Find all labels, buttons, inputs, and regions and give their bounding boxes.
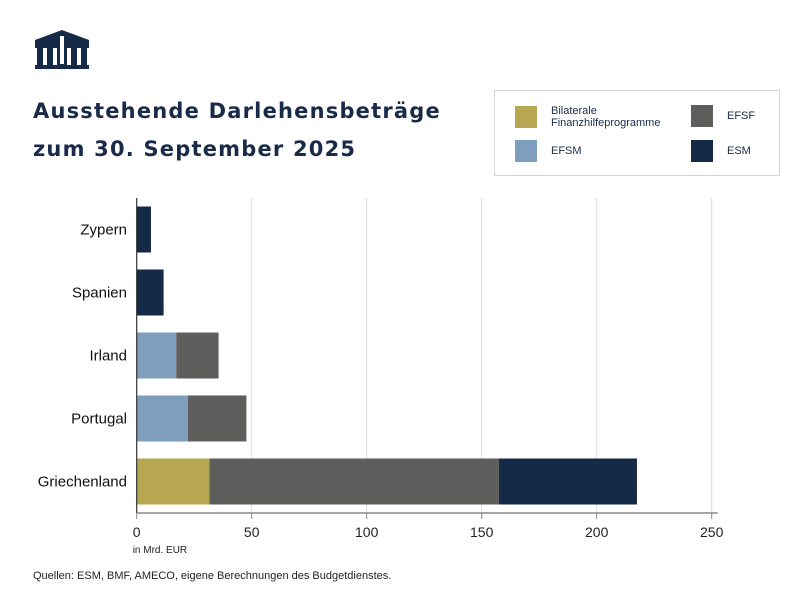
title-line-1: Ausstehende Darlehensbeträge xyxy=(33,99,441,123)
legend-label: Bilaterale Finanzhilfeprogramme xyxy=(551,105,661,129)
bar-esm-zypern xyxy=(136,206,151,253)
legend-item-esm: ESM xyxy=(691,140,751,162)
x-tick-label: 250 xyxy=(700,524,724,540)
bar-esm-griechenland xyxy=(498,458,637,505)
x-tick-label: 200 xyxy=(585,524,609,540)
legend-swatch xyxy=(515,106,537,128)
x-tick-label: 150 xyxy=(470,524,494,540)
x-tick-label: 50 xyxy=(244,524,260,540)
category-label: Portugal xyxy=(71,411,127,428)
legend-item-bilateral: Bilaterale Finanzhilfeprogramme xyxy=(515,105,671,129)
logo-icon xyxy=(35,30,89,69)
legend-swatch xyxy=(515,140,537,162)
legend: Bilaterale Finanzhilfeprogramme EFSF EFS… xyxy=(494,90,780,176)
legend-item-efsm: EFSM xyxy=(515,140,582,162)
category-label: Irland xyxy=(89,348,127,365)
bar-efsf-griechenland xyxy=(209,458,499,505)
legend-label: EFSM xyxy=(551,145,582,157)
category-label: Spanien xyxy=(72,285,127,302)
bar-efsf-irland xyxy=(176,332,219,379)
legend-label: ESM xyxy=(727,145,751,157)
category-label: Zypern xyxy=(80,222,127,239)
bar-esm-spanien xyxy=(136,269,164,316)
x-axis-label: in Mrd. EUR xyxy=(133,545,187,556)
source-note: Quellen: ESM, BMF, AMECO, eigene Berechn… xyxy=(33,570,392,582)
bar-efsm-irland xyxy=(136,332,177,379)
x-tick-label: 0 xyxy=(133,524,141,540)
bar-bilaterale-griechenland xyxy=(136,458,210,505)
legend-swatch xyxy=(691,140,713,162)
chart-title: Ausstehende Darlehensbeträge zum 30. Sep… xyxy=(33,92,441,168)
legend-swatch xyxy=(691,105,713,127)
bar-efsm-portugal xyxy=(136,395,188,442)
legend-label: EFSF xyxy=(727,110,756,122)
bar-efsf-portugal xyxy=(187,395,247,442)
x-tick-label: 100 xyxy=(355,524,379,540)
title-line-2: zum 30. September 2025 xyxy=(33,137,357,161)
legend-item-efsf: EFSF xyxy=(691,105,755,127)
category-label: Griechenland xyxy=(38,474,127,491)
